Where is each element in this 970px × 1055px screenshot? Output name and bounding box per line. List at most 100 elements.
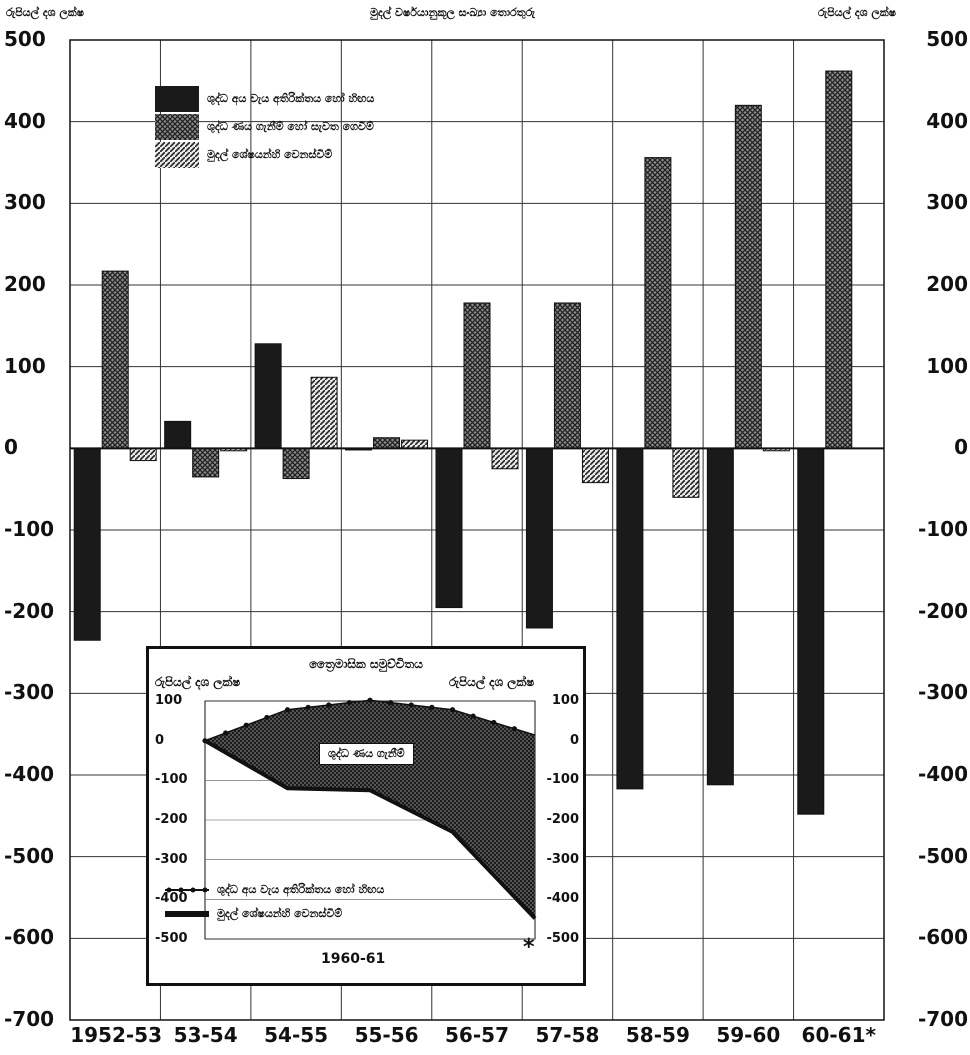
y-tick-label-left: -300 xyxy=(4,680,55,705)
x-category-label: 53-54 xyxy=(173,1023,238,1047)
inset-dot-point xyxy=(346,699,352,706)
bar-borrowing-6 xyxy=(644,157,672,449)
inset-legend-solid: මුදල් ශේෂයන්හි වෙනස්වීම් xyxy=(165,907,342,921)
inset-legend-solid-mark xyxy=(165,911,209,917)
inset-footnote-mark: * xyxy=(523,935,535,960)
bar-budget-6 xyxy=(616,447,644,790)
x-category-label: 59-60 xyxy=(716,1023,781,1047)
inset-area-label: ශුද්ධ ණය ගැනීම් xyxy=(319,743,414,765)
inset-area xyxy=(205,700,535,919)
inset-y-tick-label: -100 xyxy=(155,772,188,788)
left-unit-label: රුපියල් දශ ලක්ෂ xyxy=(6,6,85,19)
right-unit-label: රුපියල් දශ ලක්ෂ xyxy=(818,6,897,19)
x-category-label: 58-59 xyxy=(625,1023,690,1047)
bar-budget-7 xyxy=(706,447,734,786)
legend-item-borrowing: ශුද්ධ ණය ගැනීම් හෝ සැවත ගෙවීම් xyxy=(155,114,475,140)
y-tick-label-left: -400 xyxy=(4,762,55,786)
bar-budget-0 xyxy=(73,447,101,641)
bar-budget-5 xyxy=(525,447,553,629)
y-tick-label-right: -600 xyxy=(917,925,968,950)
bar-borrowing-7 xyxy=(734,104,762,449)
x-category-label: 60-61* xyxy=(801,1023,876,1047)
bar-budget-2 xyxy=(254,343,282,449)
inset-y-tick-label: -300 xyxy=(155,851,188,867)
y-tick-label-right: -400 xyxy=(917,762,968,786)
y-tick-label-right: 400 xyxy=(926,108,968,133)
bar-borrowing-8 xyxy=(825,70,853,449)
inset-svg xyxy=(202,697,537,940)
inset-legend-solid-label: මුදල් ශේෂයන්හි වෙනස්වීම් xyxy=(217,907,343,920)
inset-y-tick-label: 100 xyxy=(155,693,183,708)
y-tick-label-left: 200 xyxy=(4,272,46,296)
inset-dot-point xyxy=(202,738,208,744)
inset-y-tick-label: -400 xyxy=(155,891,188,907)
inset-y-tick-label: -200 xyxy=(155,812,188,827)
legend-swatch-borrowing xyxy=(155,114,199,140)
chart-title: මුදල් වර්ෂයානුකූල සංඛ්‍යා තොරතුරු xyxy=(370,6,535,19)
bar-cash-6 xyxy=(672,447,700,498)
inset-dot-point xyxy=(429,704,435,710)
inset-y-tick-label: -500 xyxy=(155,931,188,946)
bar-cash-5 xyxy=(581,447,609,484)
bar-cash-4 xyxy=(491,447,519,470)
y-tick-label-right: -100 xyxy=(917,517,968,541)
bar-borrowing-1 xyxy=(192,447,220,478)
legend-label-budget: ශුද්ධ අය වැය අතිරික්තය හෝ හිඟය xyxy=(207,92,375,105)
inset-period-label: 1960-61 xyxy=(321,951,386,967)
legend-swatch-cash xyxy=(155,142,199,168)
y-tick-label-right: 300 xyxy=(926,190,968,215)
y-tick-label-left: 400 xyxy=(4,108,46,133)
inset-dot-point xyxy=(284,707,291,713)
inset-y-tick-label: -400 xyxy=(546,891,579,907)
inset-y-tick-label: 0 xyxy=(155,732,165,748)
x-category-label: 55-56 xyxy=(354,1023,419,1047)
inset-legend-dotted-label: ශුද්ධ අය වැය අතිරික්තය හෝ හිඟය xyxy=(217,883,385,896)
inset-dot-point xyxy=(511,726,517,732)
bar-cash-2 xyxy=(310,376,338,449)
legend-item-cash: මුදල් ශේෂයන්හි වෙනස්වීම් xyxy=(155,142,475,168)
inset-dot-point xyxy=(326,702,332,708)
y-tick-label-right: 0 xyxy=(954,435,968,460)
y-tick-label-right: -500 xyxy=(917,843,968,868)
inset-dot-point xyxy=(388,699,394,706)
inset-y-tick-label: 100 xyxy=(551,693,579,708)
inset-dot-point xyxy=(449,707,456,713)
x-category-label: 56-57 xyxy=(445,1023,509,1047)
inset-dot-point xyxy=(223,730,229,736)
y-tick-label-right: -300 xyxy=(917,680,968,705)
x-category-label: 1952-53 xyxy=(70,1023,163,1047)
y-tick-label-left: 100 xyxy=(4,353,46,378)
inset-dot-point xyxy=(243,722,249,728)
inset-title: ත්‍රෛමාසික සමුච්චිතය xyxy=(309,657,423,671)
y-tick-label-right: -200 xyxy=(917,598,968,623)
y-tick-label-left: -200 xyxy=(4,598,55,623)
bar-borrowing-0 xyxy=(101,270,129,449)
inset-legend-dotted: ශුද්ධ අය වැය අතිරික්තය හෝ හිඟය xyxy=(165,883,384,897)
inset-dot-point xyxy=(367,697,373,703)
inset-y-tick-label: -300 xyxy=(546,851,579,867)
bar-budget-4 xyxy=(435,447,463,609)
bar-borrowing-4 xyxy=(463,302,491,449)
bar-borrowing-5 xyxy=(553,302,581,449)
legend-label-borrowing: ශුද්ධ ණය ගැනීම් හෝ සැවත ගෙවීම් xyxy=(207,120,374,133)
inset-dot-point xyxy=(470,713,476,719)
inset-chart: ත්‍රෛමාසික සමුච්චිතය රුපියල් දශ ලක්ෂ රුප… xyxy=(146,646,586,986)
inset-left-unit: රුපියල් දශ ලක්ෂ xyxy=(155,675,241,689)
inset-dot-point xyxy=(305,704,311,710)
inset-y-tick-label: -200 xyxy=(546,812,579,827)
inset-dot-point xyxy=(491,719,497,726)
x-category-label: 57-58 xyxy=(535,1023,600,1047)
inset-y-tick-label: 0 xyxy=(569,732,579,748)
y-tick-label-left: 300 xyxy=(4,190,46,215)
y-tick-label-right: -700 xyxy=(917,1007,968,1031)
bar-borrowing-2 xyxy=(282,447,310,480)
bar-borrowing-3 xyxy=(373,437,401,449)
x-category-label: 54-55 xyxy=(264,1023,329,1047)
y-tick-label-left: -500 xyxy=(4,843,55,868)
y-tick-label-left: -100 xyxy=(4,517,55,541)
inset-dot-point xyxy=(408,702,414,708)
legend-swatch-budget xyxy=(155,86,199,112)
bar-cash-0 xyxy=(129,447,157,462)
plot-frame xyxy=(69,39,885,1021)
